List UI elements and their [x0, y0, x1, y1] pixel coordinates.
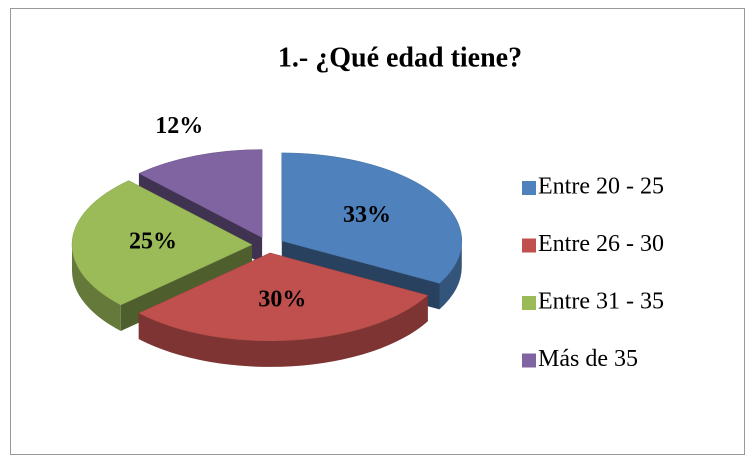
pie-slice	[71, 180, 253, 306]
pie-slice	[138, 252, 429, 342]
slice-side	[72, 244, 121, 331]
legend-label: Entre 31 - 35	[538, 289, 664, 315]
slice-side	[138, 295, 428, 367]
legend-label: Entre 26 - 30	[538, 231, 664, 257]
pie-slice	[138, 149, 263, 238]
data-label: 33%	[343, 202, 391, 228]
slice-side	[439, 240, 462, 310]
data-label: 30%	[258, 286, 306, 312]
legend-swatch	[522, 238, 536, 253]
data-label: 12%	[155, 113, 203, 139]
pie-slice	[281, 152, 463, 284]
data-label: 25%	[129, 229, 177, 255]
legend-swatch	[522, 181, 536, 195]
chart-title: 1.- ¿Qué edad tiene?	[278, 42, 522, 73]
legend-label: Más de 35	[538, 346, 638, 372]
legend-swatch	[522, 353, 536, 368]
legend-swatch	[522, 296, 536, 310]
legend-label: Entre 20 - 25	[538, 174, 664, 200]
